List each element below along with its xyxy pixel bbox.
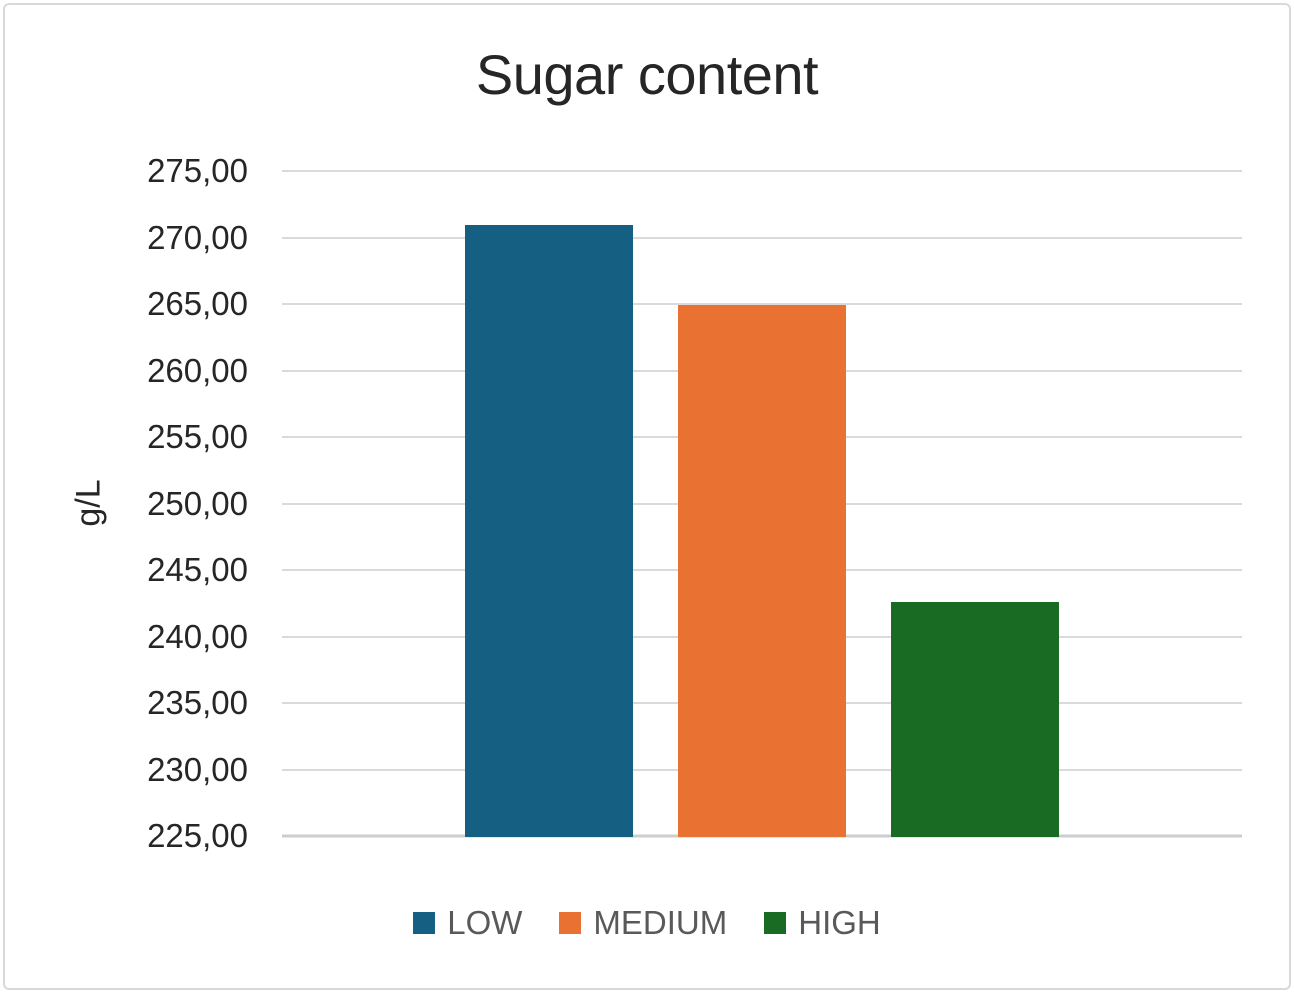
bar-low bbox=[465, 225, 633, 837]
y-tick-label: 270,00 bbox=[147, 218, 248, 256]
legend-label: HIGH bbox=[798, 904, 881, 941]
legend-label: MEDIUM bbox=[593, 904, 728, 941]
y-tick-label: 260,00 bbox=[147, 351, 248, 389]
y-tick-label: 240,00 bbox=[147, 617, 248, 655]
y-axis-label: g/L bbox=[69, 479, 108, 527]
gridline bbox=[282, 303, 1242, 305]
y-tick-label: 275,00 bbox=[147, 152, 248, 189]
gridline bbox=[282, 170, 1242, 172]
y-tick-label: 265,00 bbox=[147, 285, 248, 322]
legend-item-high: HIGH bbox=[764, 904, 881, 942]
plot-area bbox=[282, 170, 1242, 838]
y-tick-label: 230,00 bbox=[147, 750, 248, 788]
bar-medium bbox=[678, 305, 846, 837]
legend-item-low: LOW bbox=[413, 904, 522, 942]
legend-swatch-low bbox=[413, 912, 436, 934]
chart-title: Sugar content bbox=[475, 43, 819, 106]
y-tick-label: 255,00 bbox=[147, 418, 248, 455]
legend-label: LOW bbox=[447, 904, 523, 941]
y-tick-label: 250,00 bbox=[147, 484, 248, 522]
y-tick-labels: 275,00 270,00 265,00 260,00 255,00 250,00 245,… bbox=[118, 152, 248, 854]
legend-item-medium: MEDIUM bbox=[559, 904, 727, 942]
legend-swatch-high bbox=[764, 912, 787, 934]
y-tick-label: 225,00 bbox=[147, 817, 248, 854]
legend-swatch-medium bbox=[559, 912, 582, 934]
bar-high bbox=[891, 602, 1059, 837]
gridline bbox=[282, 236, 1242, 239]
y-tick-label: 245,00 bbox=[147, 551, 248, 588]
y-tick-label: 235,00 bbox=[147, 684, 248, 721]
legend: LOW MEDIUM HIGH bbox=[0, 904, 1294, 942]
